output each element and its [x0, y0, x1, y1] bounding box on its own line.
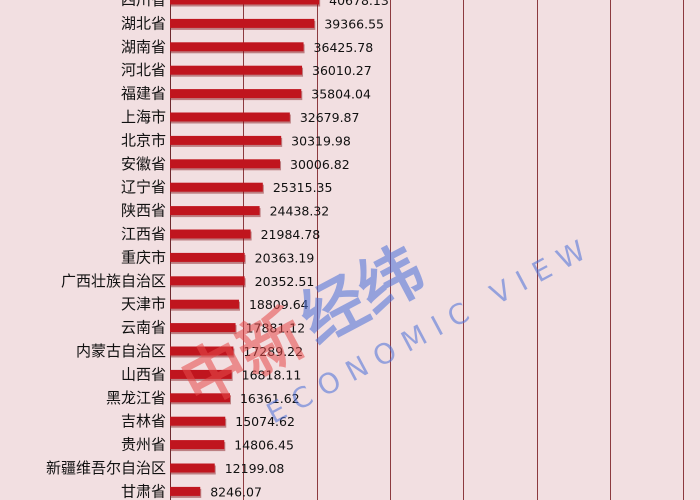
value-label: 40678.13: [329, 0, 389, 8]
bar: [170, 276, 245, 286]
category-label: 辽宁省: [121, 178, 166, 196]
category-label: 天津市: [121, 295, 166, 313]
category-label: 北京市: [121, 131, 166, 149]
value-label: 32679.87: [300, 110, 360, 125]
bar: [170, 486, 201, 496]
bar: [170, 159, 281, 169]
category-label: 广西壮族自治区: [61, 272, 166, 290]
bar: [170, 206, 260, 216]
value-label: 30319.98: [291, 133, 351, 148]
value-label: 17289.22: [243, 344, 303, 359]
category-label: 福建省: [121, 85, 166, 103]
bar: [170, 65, 303, 75]
value-label: 36010.27: [312, 63, 372, 78]
category-label: 黑龙江省: [106, 389, 166, 407]
category-label: 新疆维吾尔自治区: [46, 459, 166, 477]
bar: [170, 416, 226, 426]
value-label: 20352.51: [255, 274, 315, 289]
bar: [170, 89, 302, 99]
category-label: 甘肃省: [121, 482, 166, 500]
bar: [170, 42, 304, 52]
value-label: 20363.19: [255, 250, 315, 265]
value-label: 36425.78: [314, 40, 374, 55]
category-label: 上海市: [121, 108, 166, 126]
value-label: 16361.62: [240, 391, 300, 406]
grid-layer: [170, 0, 684, 500]
value-label: 30006.82: [290, 157, 350, 172]
value-label: 8246.07: [210, 484, 262, 499]
category-label: 吉林省: [121, 412, 166, 430]
bar: [170, 299, 239, 309]
value-label: 25315.35: [273, 180, 333, 195]
category-label: 湖南省: [121, 38, 166, 56]
category-label: 贵州省: [121, 436, 166, 454]
category-label: 陕西省: [121, 202, 166, 220]
category-label: 云南省: [121, 319, 166, 337]
bar: [170, 18, 315, 28]
bar: [170, 393, 230, 403]
category-label: 重庆市: [121, 248, 166, 266]
value-label: 21984.78: [261, 227, 321, 242]
category-label: 江西省: [121, 225, 166, 243]
category-label: 四川省: [121, 0, 166, 9]
labels-layer: 四川省 40678.13 湖北省 39366.55 湖南省 36425.78 河北省 3601…: [46, 0, 389, 500]
bar: [170, 252, 245, 262]
bar: [170, 346, 234, 356]
bar: [170, 440, 225, 450]
bar: [170, 112, 290, 122]
category-label: 安徽省: [121, 155, 166, 173]
value-label: 15074.62: [235, 414, 295, 429]
bar: [170, 229, 251, 239]
value-label: 35804.04: [311, 87, 371, 102]
category-label: 内蒙古自治区: [76, 342, 166, 360]
bar: [170, 463, 215, 473]
category-label: 湖北省: [121, 14, 166, 32]
bar: [170, 0, 320, 5]
value-label: 17881.12: [246, 321, 306, 336]
bar: [170, 323, 236, 333]
value-label: 16818.11: [242, 367, 302, 382]
category-label: 山西省: [121, 365, 166, 383]
bar: [170, 182, 263, 192]
bar: [170, 135, 282, 145]
bars-layer: [170, 0, 321, 498]
category-label: 河北省: [121, 61, 166, 79]
value-label: 18809.64: [249, 297, 309, 312]
value-label: 39366.55: [324, 16, 384, 31]
value-label: 24438.32: [270, 204, 330, 219]
bar: [170, 369, 232, 379]
value-label: 14806.45: [234, 438, 294, 453]
value-label: 12199.08: [225, 461, 285, 476]
